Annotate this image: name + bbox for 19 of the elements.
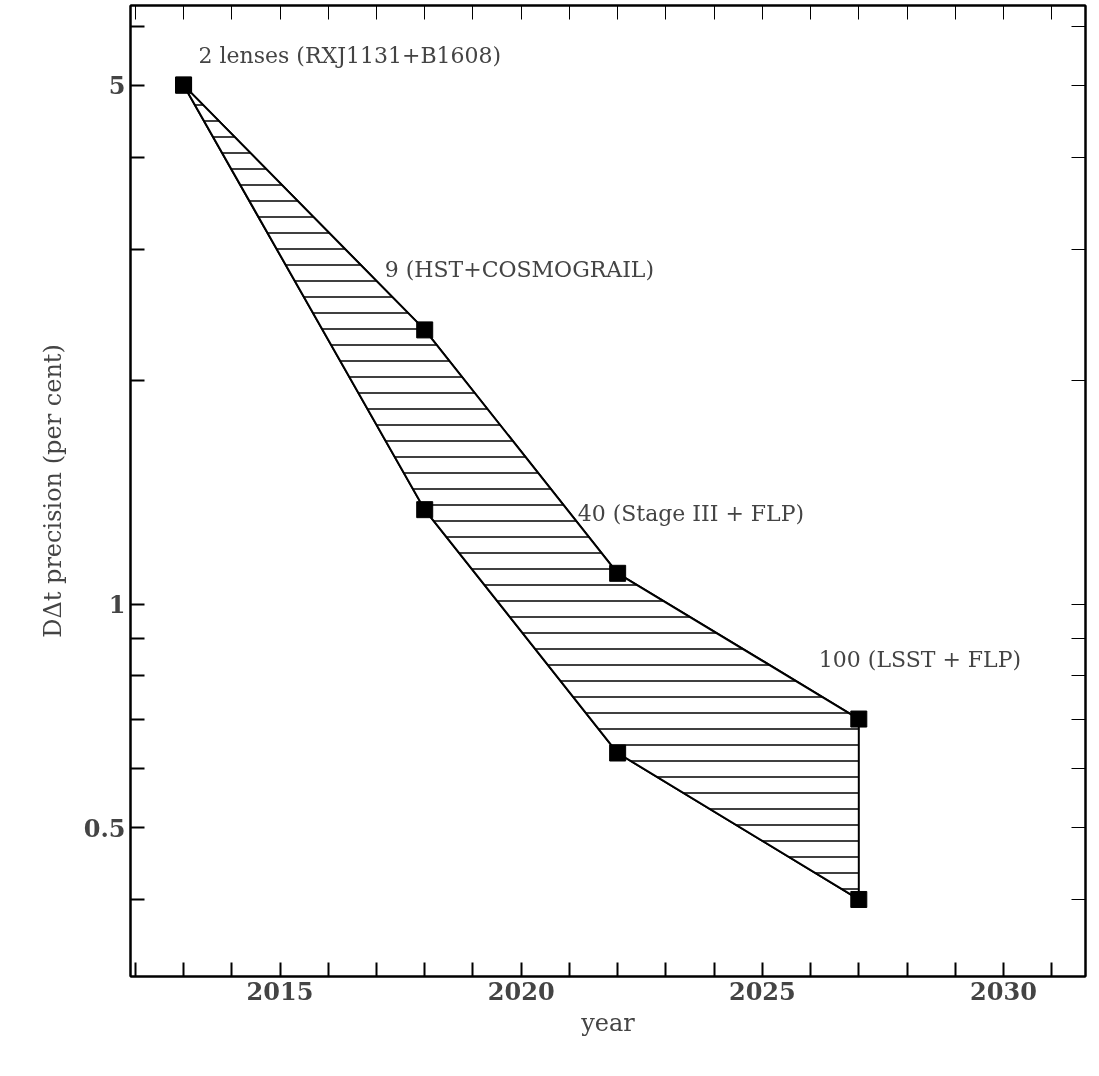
- point: [609, 564, 627, 582]
- x-tick-label: 2015: [246, 976, 314, 1006]
- annotation: 9 (HST+COSMOGRAIL): [384, 257, 655, 283]
- point: [416, 321, 434, 339]
- point: [850, 890, 868, 908]
- x-tick-label: 2025: [728, 976, 796, 1006]
- y-tick-label: 1: [108, 590, 126, 620]
- y-axis-title: DΔt precision (per cent): [38, 344, 67, 638]
- x-tick-label: 2020: [487, 976, 555, 1006]
- x-axis-title: year: [580, 1008, 636, 1037]
- annotation: 100 (LSST + FLP): [818, 646, 1022, 672]
- annotation: 2 lenses (RXJ1131+B1608): [198, 42, 502, 68]
- point: [416, 501, 434, 519]
- point: [609, 744, 627, 762]
- y-tick-label: 5: [108, 71, 126, 101]
- x-tick-label: 2030: [970, 976, 1037, 1006]
- annotation: 40 (Stage III + FLP): [577, 500, 805, 526]
- point: [850, 710, 868, 728]
- y-tick-label: 0.5: [83, 813, 126, 843]
